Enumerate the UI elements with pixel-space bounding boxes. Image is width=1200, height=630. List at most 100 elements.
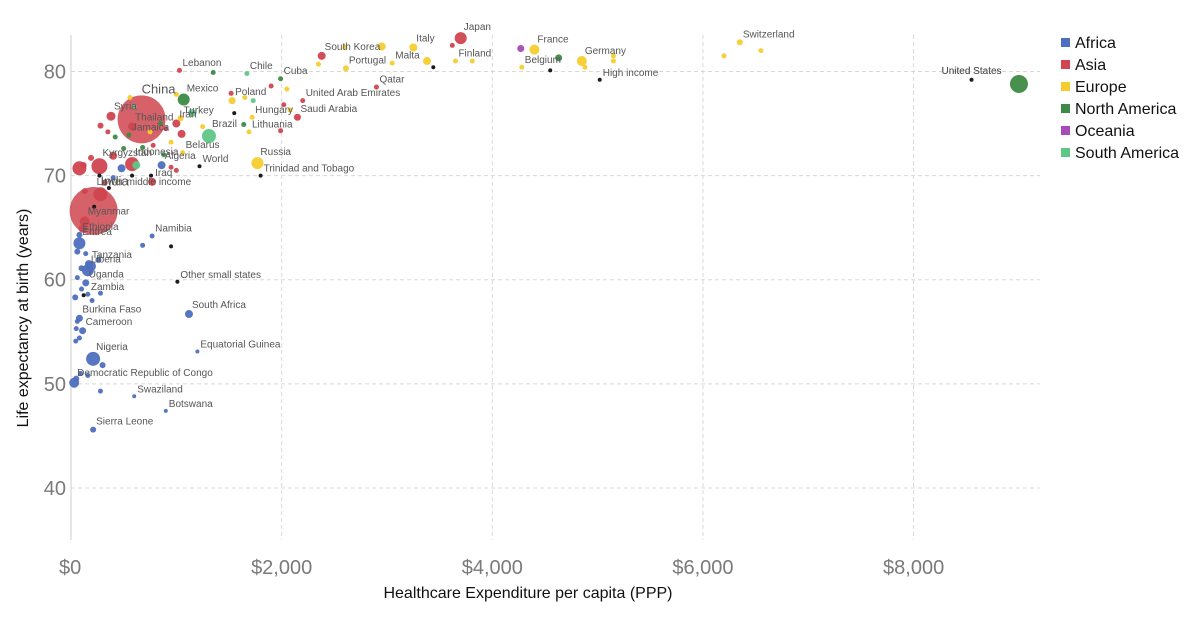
data-point xyxy=(148,177,157,186)
legend-label: North America xyxy=(1075,101,1176,118)
data-point xyxy=(105,129,111,135)
data-point xyxy=(244,71,250,77)
data-point xyxy=(188,109,197,118)
point-label: Mexico xyxy=(187,84,219,95)
data-point xyxy=(78,265,85,272)
data-point xyxy=(130,173,135,178)
data-point xyxy=(281,102,287,108)
point-label: Botswana xyxy=(169,399,213,410)
point-label: Belarus xyxy=(186,140,220,151)
x-axis-title: Healthcare Expenditure per capita (PPP) xyxy=(383,585,672,602)
data-point xyxy=(173,167,179,173)
point-label: Malta xyxy=(395,51,420,62)
data-point xyxy=(172,119,181,128)
data-point xyxy=(469,58,475,64)
point-label: United States xyxy=(942,66,1002,77)
data-point xyxy=(106,186,111,191)
legend-label: Asia xyxy=(1075,57,1106,74)
point-label: United States xyxy=(942,66,1002,77)
y-axis-title: Life expectancy at birth (years) xyxy=(15,209,32,428)
point-label: Equatorial Guinea xyxy=(200,340,280,351)
data-point xyxy=(177,93,190,106)
legend-swatch xyxy=(1061,60,1070,69)
data-point xyxy=(97,388,103,394)
data-point xyxy=(88,154,95,161)
gridlines xyxy=(71,35,1040,540)
data-point xyxy=(76,231,83,238)
data-point xyxy=(177,129,186,138)
data-point xyxy=(423,57,432,66)
data-point xyxy=(1009,74,1028,93)
data-point xyxy=(409,43,418,52)
point-label: South Korea xyxy=(325,42,381,53)
data-point xyxy=(110,175,116,181)
point-label: Democratic Republic of Congo xyxy=(77,368,213,379)
data-point xyxy=(157,161,166,170)
point-label: Brazil xyxy=(212,119,237,130)
point-label: Cuba xyxy=(284,66,308,77)
point-label: Switzerland xyxy=(743,29,795,40)
point-label: Russia xyxy=(260,147,291,158)
x-tick-label: $6,000 xyxy=(672,557,733,579)
legend-label: Oceania xyxy=(1075,123,1135,140)
point-label: Italy xyxy=(416,33,434,44)
point-label: Kyrgyzstan xyxy=(102,148,151,159)
data-point xyxy=(158,121,164,127)
data-point xyxy=(89,298,95,304)
data-point xyxy=(251,157,264,170)
data-point xyxy=(140,144,146,150)
data-point xyxy=(82,279,90,287)
data-point xyxy=(74,275,80,281)
point-label: Portugal xyxy=(349,55,386,66)
point-label: Eritrea xyxy=(82,227,112,238)
data-point xyxy=(149,173,154,178)
legend-swatch xyxy=(1061,104,1070,113)
point-label: Swaziland xyxy=(137,384,183,395)
data-point xyxy=(210,69,216,75)
y-tick-label: 70 xyxy=(44,166,66,188)
y-tick-label: 60 xyxy=(44,270,66,292)
data-point xyxy=(232,111,237,116)
legend-label: Africa xyxy=(1075,35,1116,52)
data-point xyxy=(117,95,166,144)
data-point xyxy=(597,77,602,82)
data-point xyxy=(97,122,104,129)
point-label: Syria xyxy=(114,102,137,113)
data-point xyxy=(195,349,200,354)
point-label: Zambia xyxy=(91,282,125,293)
data-point xyxy=(77,370,83,376)
legend-swatch xyxy=(1061,148,1070,157)
data-points xyxy=(69,32,1028,433)
data-point xyxy=(132,161,141,170)
x-tick-label: $0 xyxy=(59,557,81,579)
data-point xyxy=(147,129,153,135)
data-point xyxy=(128,122,137,131)
point-label: South Africa xyxy=(192,300,246,311)
point-label: China xyxy=(142,81,177,96)
data-point xyxy=(610,58,616,64)
data-point xyxy=(79,327,87,335)
point-label: Other small states xyxy=(180,270,261,281)
legend-label: Europe xyxy=(1075,79,1127,96)
point-label: Hungary xyxy=(255,105,293,116)
point-label: Turkey xyxy=(184,105,214,116)
data-point xyxy=(140,242,146,248)
data-point xyxy=(548,68,553,73)
data-point xyxy=(201,129,216,143)
data-point xyxy=(90,426,97,433)
data-point xyxy=(81,188,88,195)
point-label: Qatar xyxy=(379,75,405,86)
data-point xyxy=(721,53,727,59)
data-point xyxy=(73,326,79,332)
data-point xyxy=(373,84,379,90)
data-point xyxy=(180,150,186,156)
point-label: India xyxy=(100,173,129,188)
data-point xyxy=(85,372,91,378)
point-label: Finland xyxy=(458,49,491,60)
point-label: Uganda xyxy=(89,269,124,280)
data-point xyxy=(79,216,90,227)
data-point xyxy=(969,77,974,82)
data-point xyxy=(93,187,108,202)
